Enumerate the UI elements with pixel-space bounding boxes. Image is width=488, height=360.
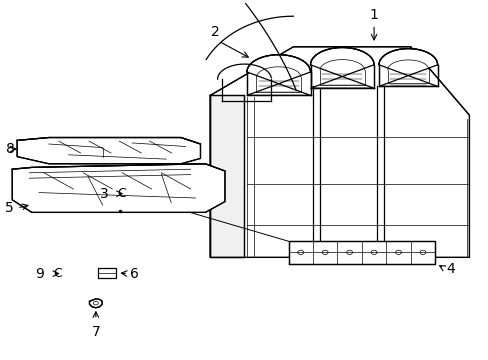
Text: C: C: [53, 267, 62, 280]
Polygon shape: [378, 49, 437, 86]
Text: 4: 4: [445, 262, 454, 276]
Text: 3: 3: [100, 187, 108, 201]
Text: 8: 8: [6, 142, 15, 156]
Text: C: C: [117, 187, 125, 200]
Polygon shape: [210, 95, 244, 257]
Text: 2: 2: [210, 25, 219, 39]
Text: 1: 1: [369, 8, 378, 22]
Polygon shape: [17, 138, 200, 164]
Text: 6: 6: [129, 267, 138, 281]
Bar: [98, 268, 116, 278]
Polygon shape: [89, 299, 102, 308]
Polygon shape: [210, 47, 468, 257]
Polygon shape: [12, 164, 224, 212]
Text: 7: 7: [91, 325, 100, 339]
Text: 9: 9: [35, 267, 44, 280]
Polygon shape: [310, 48, 373, 88]
Polygon shape: [288, 241, 434, 264]
Polygon shape: [246, 55, 310, 95]
Text: 5: 5: [5, 201, 14, 215]
